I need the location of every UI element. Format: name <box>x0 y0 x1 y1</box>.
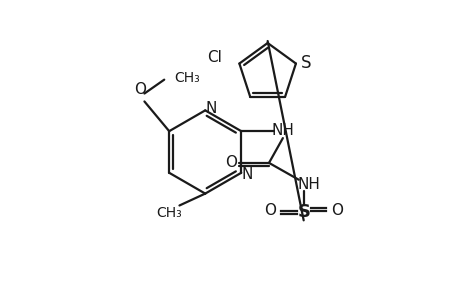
Text: NH: NH <box>297 177 319 192</box>
Text: CH₃: CH₃ <box>157 206 182 220</box>
Text: N: N <box>241 167 252 182</box>
Text: N: N <box>205 101 216 116</box>
Text: Cl: Cl <box>206 50 221 65</box>
Text: S: S <box>297 203 310 221</box>
Text: O: O <box>134 82 146 97</box>
Text: O: O <box>330 203 342 218</box>
Text: CH₃: CH₃ <box>174 71 200 85</box>
Text: O: O <box>263 203 275 218</box>
Text: S: S <box>300 53 310 71</box>
Text: O: O <box>225 155 237 170</box>
Text: NH: NH <box>271 123 294 138</box>
